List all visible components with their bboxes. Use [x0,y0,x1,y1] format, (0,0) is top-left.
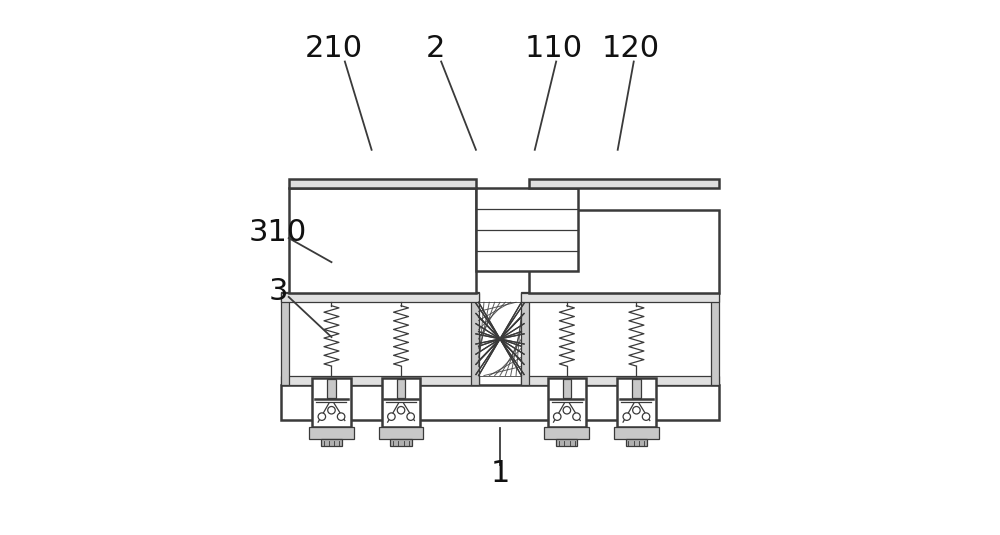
Text: 1: 1 [490,459,510,488]
Circle shape [388,413,395,421]
Circle shape [563,407,571,414]
Bar [548,378,586,427]
Bar [321,439,342,446]
Bar [379,427,423,439]
Bar [617,378,656,427]
Bar [309,427,354,439]
Bar [614,427,659,439]
Circle shape [328,407,335,414]
Bar [626,439,647,446]
Bar [476,188,578,271]
Circle shape [337,413,345,421]
Bar [281,385,719,420]
Text: 3: 3 [268,277,288,306]
Bar [711,292,719,385]
Circle shape [318,413,326,421]
Bar [312,378,351,427]
Text: 110: 110 [524,34,583,63]
Text: 310: 310 [249,218,307,247]
Bar [397,379,405,398]
Bar [632,379,641,398]
Bar [529,210,719,293]
Bar [521,376,719,385]
Bar [563,379,571,398]
Bar [529,179,719,188]
Bar [471,292,479,385]
Bar [544,427,589,439]
Bar [289,188,476,293]
Circle shape [554,413,561,421]
Circle shape [633,407,640,414]
Circle shape [573,413,580,421]
Text: 210: 210 [305,34,363,63]
Bar [382,378,420,427]
Bar [327,379,336,398]
Bar [390,439,412,446]
Bar [289,179,476,188]
Circle shape [407,413,414,421]
Circle shape [642,413,650,421]
Circle shape [397,407,405,414]
Bar [556,439,577,446]
Circle shape [623,413,631,421]
Bar [521,293,719,302]
Bar [521,292,529,385]
Text: 2: 2 [426,34,445,63]
Bar [281,293,479,302]
Bar [281,376,479,385]
Text: 120: 120 [602,34,660,63]
Bar [281,292,289,385]
